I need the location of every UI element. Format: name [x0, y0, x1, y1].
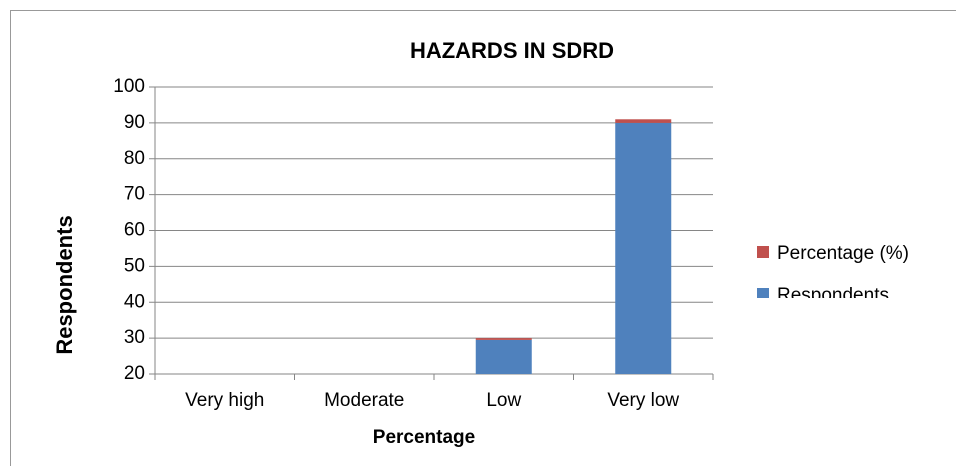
- y-tick-label: 40: [124, 291, 145, 312]
- y-tick-label: 30: [124, 327, 145, 348]
- bar-segment: [615, 122, 672, 374]
- x-tick-label: Moderate: [324, 390, 404, 411]
- legend-label: Respondents: [777, 285, 889, 306]
- legend-swatch: [757, 246, 769, 258]
- x-tick-label: Very low: [607, 390, 679, 411]
- bar-segment: [475, 338, 532, 340]
- chart-title: HAZARDS IN SDRD: [410, 38, 614, 63]
- bar-segment: [475, 339, 532, 374]
- legend-label: Percentage (%): [777, 243, 909, 264]
- y-axis-title: Respondents: [52, 215, 77, 354]
- y-tick-label: 90: [124, 112, 145, 133]
- y-tick-label: 60: [124, 220, 145, 241]
- y-tick-label: 70: [124, 184, 145, 205]
- y-tick-label: 100: [113, 76, 145, 97]
- legend: Percentage (%) Respondents: [757, 243, 909, 306]
- y-tick-label: 50: [124, 255, 145, 276]
- x-axis-title: Percentage: [373, 427, 475, 448]
- x-tick-label: Very high: [185, 390, 264, 411]
- y-tick-label: 20: [124, 363, 145, 384]
- bar-segment: [615, 119, 672, 123]
- y-tick-label: 80: [124, 148, 145, 169]
- x-tick-label: Low: [486, 390, 521, 411]
- legend-swatch: [757, 288, 769, 298]
- chart-frame: [10, 10, 956, 466]
